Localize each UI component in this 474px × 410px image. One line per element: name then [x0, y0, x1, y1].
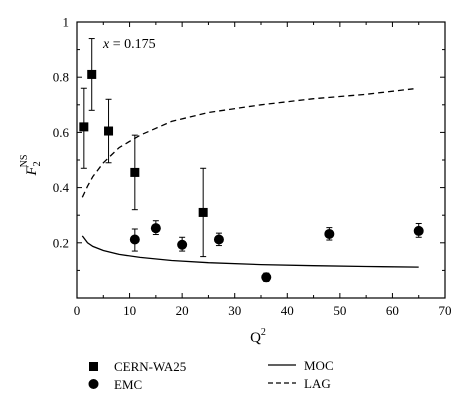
x-tick-label: 20: [176, 303, 189, 318]
x-tick-label: 0: [74, 303, 81, 318]
y-axis-title-sub: 2: [32, 161, 43, 166]
data-point-emc: [150, 223, 161, 234]
x-tick-label: 50: [333, 303, 346, 318]
annotation-value: = 0.175: [109, 37, 155, 52]
y-tick-label: 0.8: [53, 70, 69, 85]
legend-label-lag: LAG: [304, 376, 331, 391]
y-tick-label: 0.2: [53, 235, 69, 250]
x-tick-label: 10: [123, 303, 136, 318]
axes: 0 10 20 30 40 50 60 70 0.2 0.4 0.6 0.8 1: [53, 15, 452, 319]
legend-marker-cern-wa25: [89, 362, 98, 371]
series-line-lag: [81, 88, 414, 198]
y-axis-title: F2NS: [19, 155, 43, 177]
data-point-emc: [177, 239, 188, 250]
legend-label-moc: MOC: [304, 358, 334, 373]
x-tick-label: 70: [439, 303, 452, 318]
data-point-cern-wa25: [130, 167, 140, 177]
data-point-cern-wa25: [104, 126, 114, 136]
data-point-cern-wa25: [87, 69, 97, 79]
x-tick-label: 40: [281, 303, 294, 318]
x-tick-label: 30: [228, 303, 241, 318]
annotation-variable: x: [102, 37, 110, 52]
annotation: x = 0.175: [102, 37, 156, 52]
y-tick-label: 0.6: [53, 125, 70, 140]
data-point-emc: [324, 228, 335, 239]
data-point-emc: [413, 225, 424, 236]
x-axis-title-main: Q: [250, 330, 261, 346]
data-point-emc: [261, 272, 272, 283]
data-point-emc: [129, 234, 140, 245]
legend-label-emc: EMC: [114, 377, 142, 392]
x-tick-label: 60: [386, 303, 399, 318]
series-line-moc: [81, 235, 419, 268]
y-tick-label: 0.4: [53, 180, 70, 195]
data-point-emc: [213, 234, 224, 245]
legend: CERN-WA25 EMC MOC LAG: [88, 358, 334, 392]
y-axis-title-main: F: [24, 165, 40, 176]
legend-marker-emc: [88, 379, 99, 389]
y-axis-title-sup: NS: [19, 155, 30, 168]
plot-series: [79, 38, 424, 283]
x-axis-title: Q2: [250, 327, 266, 346]
y-tick-label: 1: [63, 15, 70, 30]
data-point-cern-wa25: [79, 122, 89, 132]
series-emc: [129, 220, 424, 283]
x-axis-title-sup: 2: [261, 327, 266, 338]
series-cern-wa25: [79, 38, 208, 258]
legend-label-cern-wa25: CERN-WA25: [114, 359, 186, 374]
data-point-cern-wa25: [198, 207, 208, 217]
